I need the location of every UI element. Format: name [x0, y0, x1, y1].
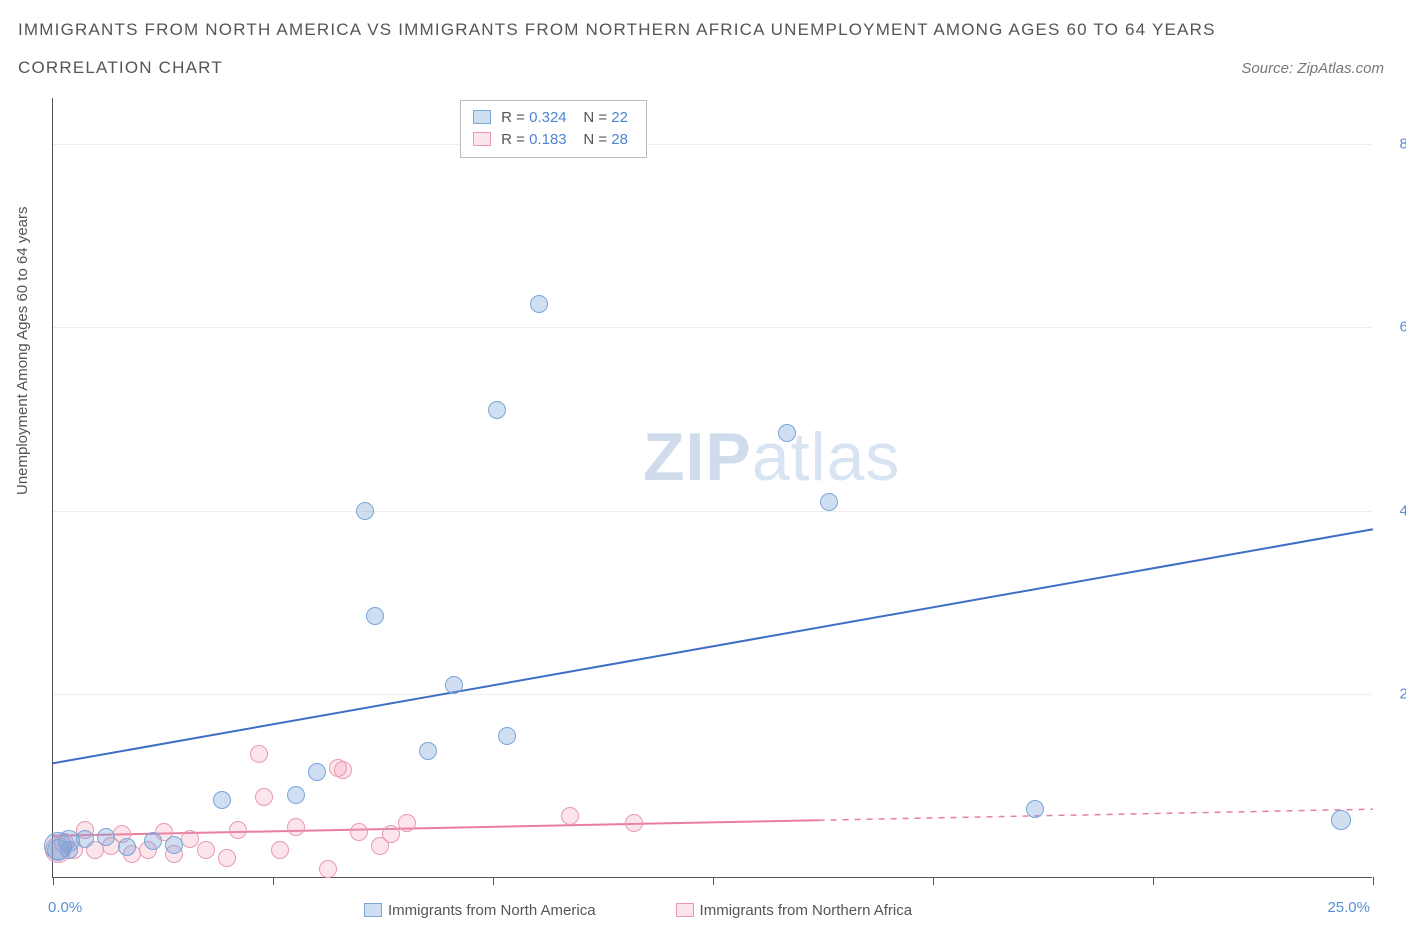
x-tick	[1153, 877, 1154, 885]
data-point-blue	[820, 493, 838, 511]
x-tick	[933, 877, 934, 885]
data-point-blue	[287, 786, 305, 804]
data-point-blue	[778, 424, 796, 442]
data-point-pink	[250, 745, 268, 763]
data-point-blue	[76, 830, 94, 848]
data-point-pink	[271, 841, 289, 859]
data-point-blue	[308, 763, 326, 781]
data-point-blue	[144, 832, 162, 850]
x-axis-min-label: 0.0%	[48, 899, 82, 916]
chart-title-line2: CORRELATION CHART	[18, 58, 223, 78]
data-point-blue	[419, 742, 437, 760]
x-tick	[1373, 877, 1374, 885]
y-tick-label: 40.0%	[1382, 502, 1406, 519]
correlation-legend: R = 0.324 N = 22 R = 0.183 N = 28	[460, 100, 647, 158]
data-point-blue	[165, 836, 183, 854]
data-point-pink	[229, 821, 247, 839]
data-point-blue	[356, 502, 374, 520]
data-point-blue	[498, 727, 516, 745]
data-point-pink	[319, 860, 337, 878]
data-point-pink	[197, 841, 215, 859]
data-point-pink	[350, 823, 368, 841]
y-tick-label: 80.0%	[1382, 135, 1406, 152]
y-axis-label: Unemployment Among Ages 60 to 64 years	[14, 206, 31, 495]
data-point-blue	[1331, 810, 1351, 830]
chart-title-line1: IMMIGRANTS FROM NORTH AMERICA VS IMMIGRA…	[18, 20, 1216, 40]
data-point-blue	[60, 841, 78, 859]
data-point-pink	[255, 788, 273, 806]
x-axis-max-label: 25.0%	[1327, 899, 1370, 916]
x-tick	[273, 877, 274, 885]
data-point-pink	[561, 807, 579, 825]
data-point-pink	[398, 814, 416, 832]
data-point-blue	[488, 401, 506, 419]
x-tick	[53, 877, 54, 885]
source-attribution: Source: ZipAtlas.com	[1241, 60, 1384, 77]
y-tick-label: 60.0%	[1382, 319, 1406, 336]
data-point-blue	[1026, 800, 1044, 818]
data-point-pink	[334, 761, 352, 779]
data-point-blue	[97, 828, 115, 846]
x-tick	[493, 877, 494, 885]
data-point-blue	[530, 295, 548, 313]
chart-plot-area: 20.0%40.0%60.0%80.0% ZIPatlas	[52, 98, 1372, 878]
data-point-blue	[445, 676, 463, 694]
series-legend: Immigrants from North AmericaImmigrants …	[364, 902, 992, 919]
data-point-blue	[213, 791, 231, 809]
data-point-pink	[625, 814, 643, 832]
data-point-pink	[382, 825, 400, 843]
data-point-blue	[366, 607, 384, 625]
data-point-blue	[118, 838, 136, 856]
data-point-pink	[218, 849, 236, 867]
x-tick	[713, 877, 714, 885]
data-point-pink	[287, 818, 305, 836]
y-tick-label: 20.0%	[1382, 686, 1406, 703]
